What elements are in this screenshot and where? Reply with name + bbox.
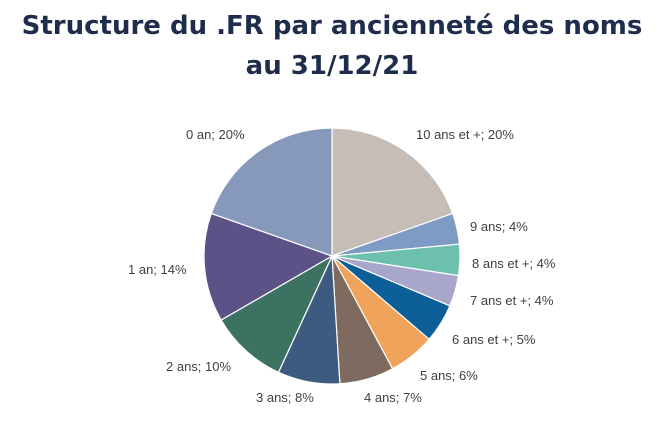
slice-label-2-ans: 2 ans; 10% bbox=[166, 359, 231, 374]
chart-title-line-1: Structure du .FR par ancienneté des noms bbox=[21, 11, 643, 41]
chart-title: Structure du .FR par ancienneté des noms… bbox=[0, 6, 664, 86]
slice-label-9-ans: 9 ans; 4% bbox=[470, 219, 528, 234]
slice-label-1-an: 1 an; 14% bbox=[128, 262, 187, 277]
slice-label-5-ans: 5 ans; 6% bbox=[420, 368, 478, 383]
slice-label-6-ans-et-: 6 ans et +; 5% bbox=[452, 332, 536, 347]
pie-slice-0-an bbox=[210, 127, 333, 257]
slice-label-7-ans-et-: 7 ans et +; 4% bbox=[470, 293, 554, 308]
pie-slice-2-ans bbox=[220, 254, 334, 374]
slice-label-10-ans-et-: 10 ans et +; 20% bbox=[416, 127, 514, 142]
chart-title-line-2: au 31/12/21 bbox=[245, 51, 419, 81]
pie-slice-1-an bbox=[203, 212, 334, 321]
slice-label-4-ans: 4 ans; 7% bbox=[364, 390, 422, 405]
slice-label-3-ans: 3 ans; 8% bbox=[256, 390, 314, 405]
slice-label-8-ans-et-: 8 ans et +; 4% bbox=[472, 256, 556, 271]
slice-label-0-an: 0 an; 20% bbox=[186, 127, 245, 142]
